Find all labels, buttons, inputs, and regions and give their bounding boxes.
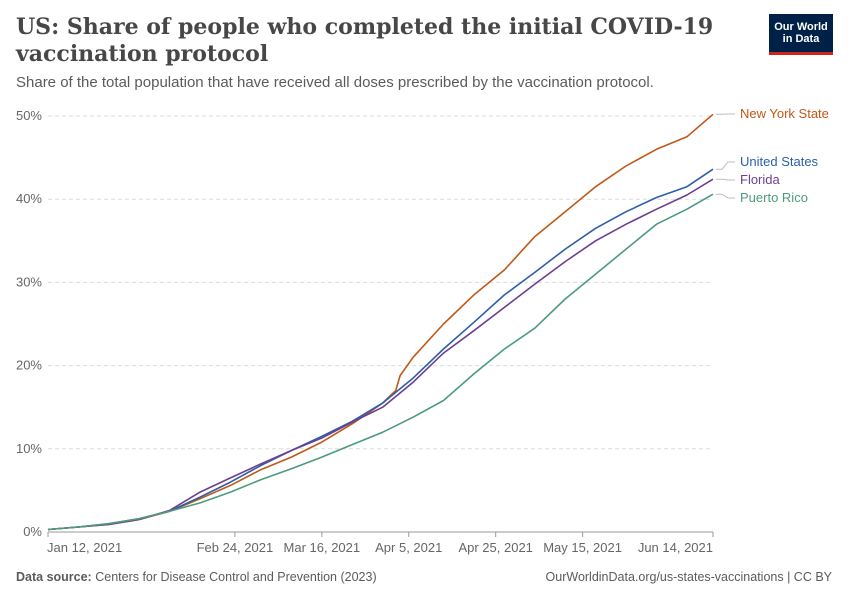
y-tick-label: 10% <box>16 441 42 456</box>
logo-line-1: Our World <box>774 21 828 33</box>
legend-label-new-york-state: New York State <box>740 106 829 121</box>
series-lines <box>47 113 714 531</box>
y-tick-label: 0% <box>23 524 42 539</box>
y-grid: 0% 10% 20% 30% 40% 50% <box>16 108 713 539</box>
series-line-puerto-rico <box>47 193 714 531</box>
url-license[interactable]: OurWorldinData.org/us-states-vaccination… <box>545 570 832 584</box>
legend: New York State United States Florida Puerto… <box>716 106 829 205</box>
legend-label-florida: Florida <box>740 172 781 187</box>
y-tick-label: 40% <box>16 191 42 206</box>
x-tick-label: Apr 5, 2021 <box>375 540 442 555</box>
owid-logo[interactable]: Our World in Data <box>769 14 833 55</box>
series-line-new-york-state <box>47 113 714 531</box>
x-axis: Jan 12, 2021 Feb 24, 2021 Mar 16, 2021 Apr … <box>47 531 714 555</box>
data-source-label: Data source: <box>16 570 92 584</box>
legend-connector <box>716 178 735 181</box>
data-source-text[interactable]: Centers for Disease Control and Preventi… <box>95 570 377 584</box>
logo-line-2: in Data <box>782 33 820 45</box>
data-source: Data source: Centers for Disease Control… <box>16 570 377 584</box>
x-tick-label: May 15, 2021 <box>543 540 622 555</box>
y-tick-label: 50% <box>16 108 42 123</box>
legend-connector <box>716 193 735 199</box>
series-line-united-states <box>47 168 714 531</box>
line-chart: 0% 10% 20% 30% 40% 50% Jan 12, 2021 Feb 24, 20… <box>16 106 829 555</box>
y-tick-label: 20% <box>16 358 42 373</box>
x-tick-label: Jun 14, 2021 <box>638 540 713 555</box>
y-tick-label: 30% <box>16 274 42 289</box>
x-tick-label: Mar 16, 2021 <box>284 540 361 555</box>
series-line-florida <box>47 178 714 531</box>
x-tick-label: Apr 25, 2021 <box>458 540 532 555</box>
chart-subtitle: Share of the total population that have … <box>16 74 654 91</box>
legend-label-puerto-rico: Puerto Rico <box>740 190 808 205</box>
x-tick-label: Feb 24, 2021 <box>197 540 274 555</box>
x-tick-label: Jan 12, 2021 <box>47 540 122 555</box>
legend-label-united-states: United States <box>740 154 819 169</box>
chart-title: US: Share of people who completed the in… <box>16 14 714 67</box>
legend-connector <box>716 161 735 170</box>
